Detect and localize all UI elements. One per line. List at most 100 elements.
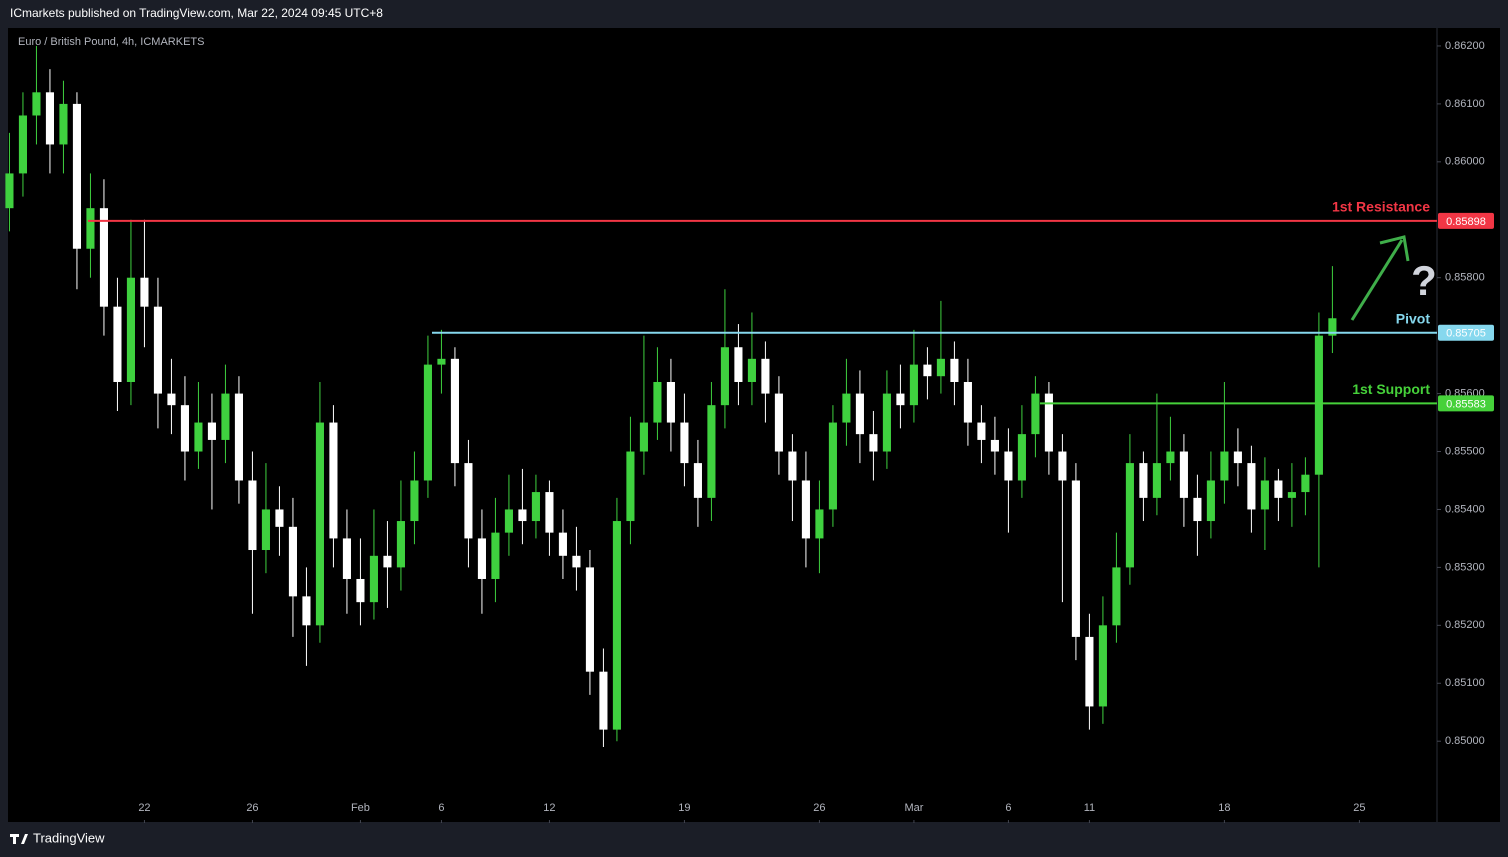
candle-body bbox=[275, 509, 284, 527]
candle-body bbox=[707, 405, 716, 498]
candle-body bbox=[18, 115, 27, 174]
candle-body bbox=[1328, 318, 1337, 336]
candle-body bbox=[396, 521, 405, 568]
x-tick-label: 25 bbox=[1353, 802, 1365, 814]
x-tick-label: 26 bbox=[246, 802, 258, 814]
level-price-tag bbox=[1438, 324, 1494, 341]
candle-body bbox=[909, 364, 918, 406]
candle-body bbox=[167, 393, 176, 406]
candle-body bbox=[545, 492, 554, 533]
candle-body bbox=[383, 555, 392, 568]
candle-body bbox=[369, 555, 378, 603]
footer-logo bbox=[10, 834, 28, 844]
candle-body bbox=[639, 422, 648, 452]
y-tick-label: 0.85400 bbox=[1445, 503, 1485, 515]
candle-body bbox=[585, 567, 594, 672]
candle-body bbox=[977, 422, 986, 440]
candle-body bbox=[869, 434, 878, 452]
y-tick-label: 0.86000 bbox=[1445, 156, 1485, 168]
candle-body bbox=[194, 422, 203, 452]
y-tick-label: 0.85500 bbox=[1445, 445, 1485, 457]
candle-body bbox=[531, 492, 540, 522]
candle-body bbox=[315, 422, 324, 626]
publisher: ICmarkets published on TradingView.com, … bbox=[10, 6, 383, 20]
candle-body bbox=[99, 208, 108, 307]
candle-body bbox=[666, 381, 675, 423]
candle-body bbox=[1260, 480, 1269, 510]
candle-body bbox=[1098, 625, 1107, 707]
y-tick-label: 0.85300 bbox=[1445, 561, 1485, 573]
candle-body bbox=[410, 480, 419, 522]
candle-body bbox=[504, 509, 513, 533]
candle-body bbox=[450, 358, 459, 464]
level-label: Pivot bbox=[1396, 310, 1431, 326]
x-tick-label: Mar bbox=[904, 802, 923, 814]
candle-body bbox=[1287, 492, 1296, 498]
candle-body bbox=[1206, 480, 1215, 522]
candle-body bbox=[680, 422, 689, 464]
candle-body bbox=[356, 578, 365, 603]
candle-body bbox=[1233, 451, 1242, 464]
level-label: 1st Resistance bbox=[1332, 199, 1430, 215]
candle-body bbox=[221, 393, 230, 440]
candle-body bbox=[653, 381, 662, 423]
candle-body bbox=[801, 480, 810, 539]
x-tick-label: 22 bbox=[138, 802, 150, 814]
candle-body bbox=[855, 393, 864, 435]
candle-body bbox=[477, 538, 486, 579]
candle-body bbox=[437, 358, 446, 365]
candle-body bbox=[491, 532, 500, 579]
candle-body bbox=[464, 463, 473, 539]
candle-body bbox=[207, 422, 216, 440]
candle-body bbox=[153, 306, 162, 394]
candle-body bbox=[626, 451, 635, 522]
candle-body bbox=[248, 480, 257, 551]
candle-body bbox=[734, 347, 743, 382]
candle-body bbox=[1071, 480, 1080, 637]
candle-body bbox=[693, 463, 702, 498]
candle-body bbox=[990, 439, 999, 452]
x-tick-label: 26 bbox=[813, 802, 825, 814]
candle-body bbox=[518, 509, 527, 522]
candle-body bbox=[1314, 335, 1323, 475]
candle-body bbox=[1058, 451, 1067, 481]
candle-body bbox=[1125, 463, 1134, 568]
candle-body bbox=[950, 358, 959, 382]
candle-body bbox=[1274, 480, 1283, 498]
candle-body bbox=[1044, 393, 1053, 452]
candle-body bbox=[963, 381, 972, 423]
level-price-label: 0.85898 bbox=[1446, 216, 1486, 228]
candle-body bbox=[86, 208, 95, 249]
plot-area bbox=[8, 28, 1500, 822]
candle-body bbox=[329, 422, 338, 539]
x-tick-label: 11 bbox=[1084, 802, 1095, 814]
level-price-label: 0.85583 bbox=[1446, 398, 1486, 410]
candle-body bbox=[828, 422, 837, 510]
candle-body bbox=[1139, 463, 1148, 498]
y-tick-label: 0.85100 bbox=[1445, 677, 1485, 689]
y-tick-label: 0.85200 bbox=[1445, 619, 1485, 631]
candle-body bbox=[140, 277, 149, 307]
candle-body bbox=[1179, 451, 1188, 498]
candle-body bbox=[113, 306, 122, 382]
level-price-tag bbox=[1438, 395, 1494, 412]
x-tick-label: 6 bbox=[438, 802, 444, 814]
y-tick-label: 0.85800 bbox=[1445, 272, 1485, 284]
x-tick-label: 18 bbox=[1218, 802, 1230, 814]
candle-body bbox=[1017, 434, 1026, 481]
candle-body bbox=[45, 92, 54, 145]
candle-body bbox=[1152, 463, 1161, 498]
candle-body bbox=[842, 393, 851, 423]
projection-arrow bbox=[1350, 239, 1404, 321]
annotation-question: ? bbox=[1411, 257, 1437, 304]
x-tick-label: 19 bbox=[678, 802, 690, 814]
footer-brand: TradingView bbox=[33, 830, 105, 845]
candle-body bbox=[1112, 567, 1121, 626]
candle-body bbox=[761, 358, 770, 394]
candle-body bbox=[936, 358, 945, 377]
y-tick-label: 0.86100 bbox=[1445, 98, 1485, 110]
symbol-title: Euro / British Pound, 4h, ICMARKETS bbox=[18, 36, 204, 48]
candle-body bbox=[288, 526, 297, 597]
candle-body bbox=[59, 103, 68, 145]
